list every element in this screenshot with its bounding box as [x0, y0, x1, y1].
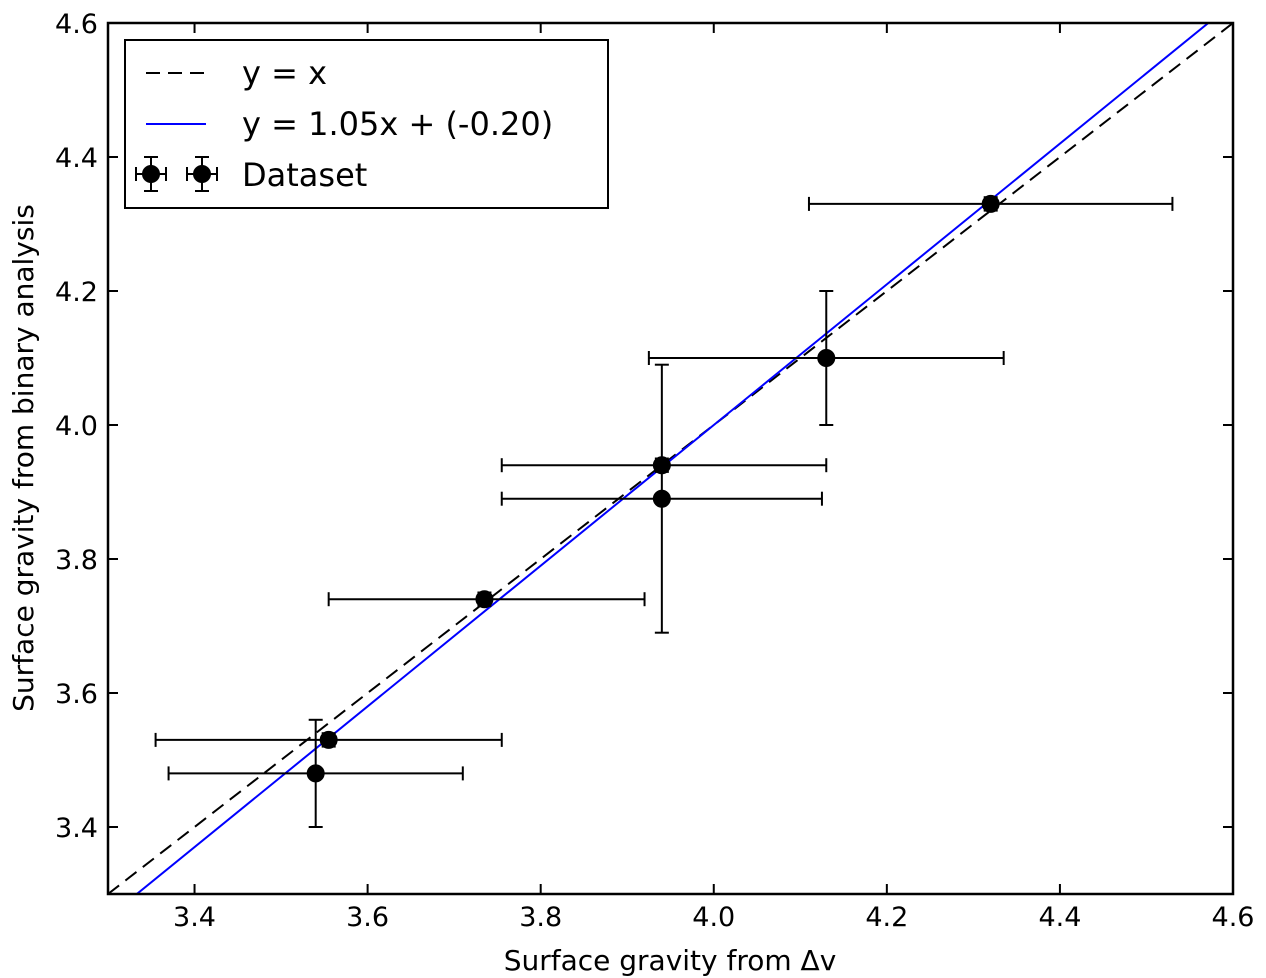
data-point-5: [647, 290, 1005, 426]
legend: y = x y = 1.05x + (-0.20) Dataset: [124, 39, 609, 209]
axis-ticks: 3.4 3.6 3.8 4.0 4.2 4.4 4.6 3.4 3.6 3.8 4.0 4.2 4.4 4…: [55, 9, 1254, 933]
x-tick-label-2: 3.8: [519, 902, 562, 933]
x-tick-label-5: 4.4: [1038, 902, 1081, 933]
data-point-0: [167, 718, 464, 828]
x-tick-label-3: 4.0: [692, 902, 735, 933]
legend-label-fit: y = 1.05x + (-0.20): [242, 105, 553, 143]
y-tick-label-3: 4.0: [55, 411, 98, 442]
data-marker-1: [319, 730, 338, 749]
x-axis-label: Surface gravity from Δv: [504, 944, 837, 977]
x-tick-label-1: 3.6: [346, 902, 389, 933]
y-tick-label-1: 3.6: [55, 679, 98, 710]
x-tick-label-6: 4.6: [1212, 902, 1255, 933]
data-point-6: [807, 194, 1174, 213]
legend-label-dataset: Dataset: [242, 156, 367, 194]
y-tick-label-4: 4.2: [55, 277, 98, 308]
data-point-4: [500, 456, 828, 475]
x-tick-label-4: 4.2: [865, 902, 908, 933]
data-marker-4: [652, 456, 671, 475]
y-tick-label-2: 3.8: [55, 545, 98, 576]
plot-content: [108, 23, 1233, 894]
data-marker-0: [306, 764, 325, 783]
data-marker-5: [817, 349, 836, 367]
data-marker-2: [475, 590, 494, 609]
x-tick-label-0: 3.4: [173, 902, 216, 933]
plot-frame: [106, 21, 1235, 896]
legend-label-identity: y = x: [242, 54, 327, 92]
data-point-3: [500, 363, 823, 634]
identity-line: [108, 23, 1233, 894]
fit-line: [135, 23, 1210, 894]
data-marker-6: [981, 194, 1000, 213]
y-tick-label-0: 3.4: [55, 813, 98, 844]
legend-swatch-dataset: [135, 156, 218, 192]
data-point-2: [327, 590, 646, 609]
y-tick-label-6: 4.6: [55, 9, 98, 40]
data-point-1: [154, 730, 503, 749]
data-marker-3: [652, 489, 671, 508]
y-tick-label-5: 4.4: [55, 143, 98, 174]
y-axis-label: Surface gravity from binary analysis: [7, 204, 40, 712]
